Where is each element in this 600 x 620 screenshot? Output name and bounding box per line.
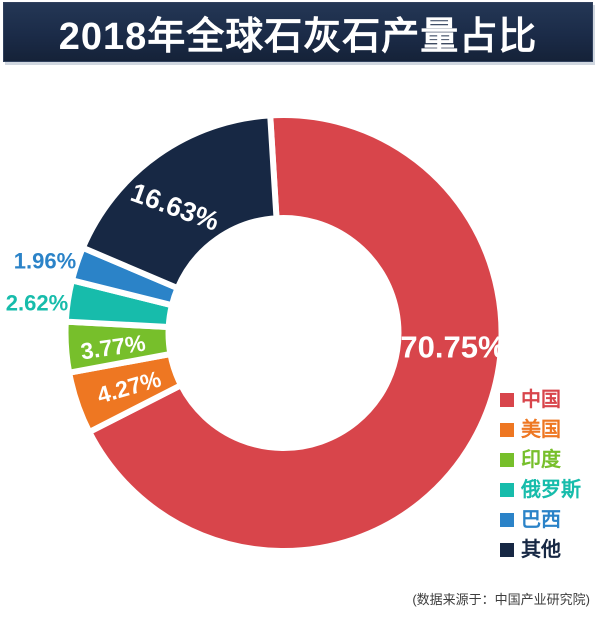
- legend-label-印度: 印度: [521, 448, 561, 471]
- pie-slice-其他: [79, 112, 280, 292]
- legend-label-俄罗斯: 俄罗斯: [521, 478, 581, 501]
- pie-slice-中国: [86, 111, 505, 554]
- data-source-note: (数据来源于：中国产业研究院): [412, 592, 590, 607]
- legend-item-美国: 美国: [500, 418, 581, 441]
- legend-label-美国: 美国: [521, 418, 561, 441]
- legend-label-其他: 其他: [521, 538, 561, 561]
- legend-item-印度: 印度: [500, 448, 581, 471]
- legend-item-巴西: 巴西: [500, 508, 581, 531]
- legend-swatch-印度: [500, 452, 514, 467]
- legend-swatch-巴西: [500, 512, 514, 527]
- legend-label-巴西: 巴西: [521, 508, 561, 531]
- legend-swatch-美国: [500, 422, 514, 437]
- slice-percent-label-俄罗斯: 2.62%: [6, 291, 68, 316]
- title-banner: 2018年全球石灰石产量占比: [3, 2, 593, 62]
- slice-percent-label-巴西: 1.96%: [14, 249, 76, 274]
- legend-item-中国: 中国: [500, 388, 581, 411]
- legend-swatch-中国: [500, 392, 514, 407]
- legend-item-其他: 其他: [500, 538, 581, 561]
- page-title: 2018年全球石灰石产量占比: [58, 15, 538, 58]
- legend-label-中国: 中国: [521, 388, 561, 411]
- slice-percent-label-中国: 70.75%: [400, 330, 505, 365]
- chart-legend: 中国美国印度俄罗斯巴西其他: [500, 388, 581, 571]
- legend-swatch-俄罗斯: [500, 482, 514, 497]
- legend-item-俄罗斯: 俄罗斯: [500, 478, 581, 501]
- legend-swatch-其他: [500, 542, 514, 557]
